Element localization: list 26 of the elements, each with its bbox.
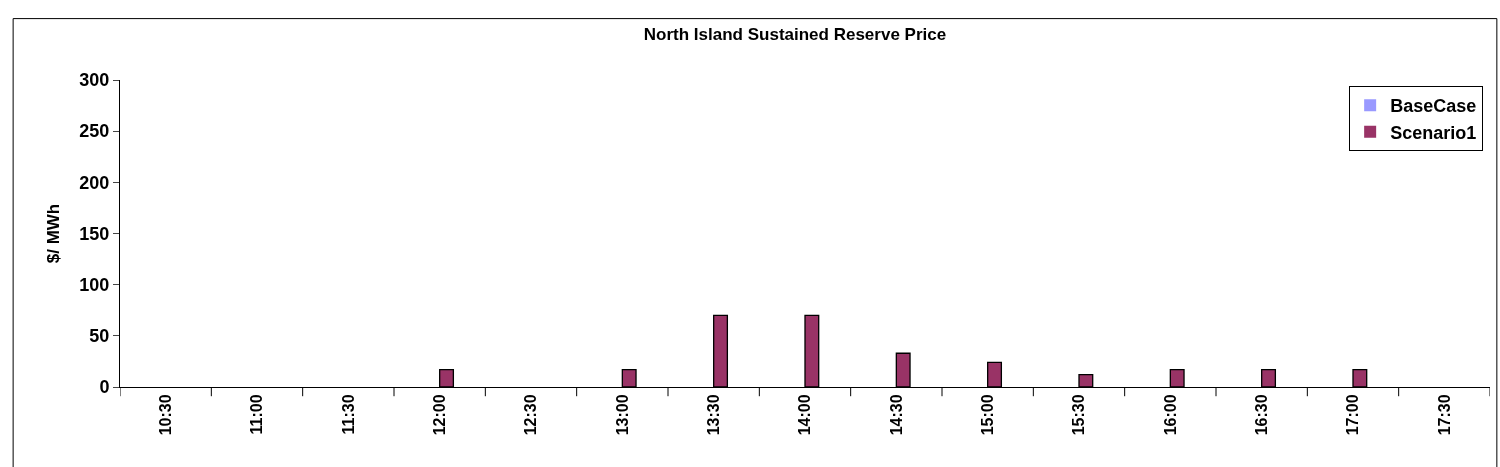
y-tick-label: 50: [89, 326, 110, 347]
x-tick-label: 14:00: [796, 394, 814, 436]
x-tick-label: 13:30: [704, 394, 722, 436]
x-tick-label: 16:30: [1252, 394, 1270, 436]
y-tick-label: 300: [79, 70, 110, 91]
x-tick-label: 10:30: [156, 394, 174, 436]
x-tick-label: 13:00: [613, 394, 631, 436]
y-tick-label: 150: [79, 223, 110, 244]
x-tick-label: 11:30: [339, 394, 357, 435]
y-axis-title: $/ MWh: [43, 203, 63, 264]
x-tick-label: 17:30: [1435, 394, 1453, 436]
y-tick-label: 200: [79, 172, 110, 193]
y-tick-label: 100: [79, 274, 110, 295]
x-tick-label: 11:00: [248, 394, 266, 435]
legend-label: Scenario1: [1390, 122, 1477, 143]
x-tick-label: 17:00: [1344, 394, 1362, 436]
legend-label: BaseCase: [1390, 96, 1477, 117]
x-tick-label: 16:00: [1161, 394, 1179, 436]
y-tick-label: 250: [79, 121, 110, 142]
x-tick-label: 12:30: [522, 394, 540, 436]
x-tick-label: 15:30: [1070, 394, 1088, 436]
x-tick-label: 14:30: [887, 394, 905, 436]
chart-title: North Island Sustained Reserve Price: [643, 24, 947, 44]
y-tick-label: 0: [99, 377, 110, 398]
x-tick-label: 15:00: [978, 394, 996, 436]
x-tick-label: 12:00: [430, 394, 448, 436]
